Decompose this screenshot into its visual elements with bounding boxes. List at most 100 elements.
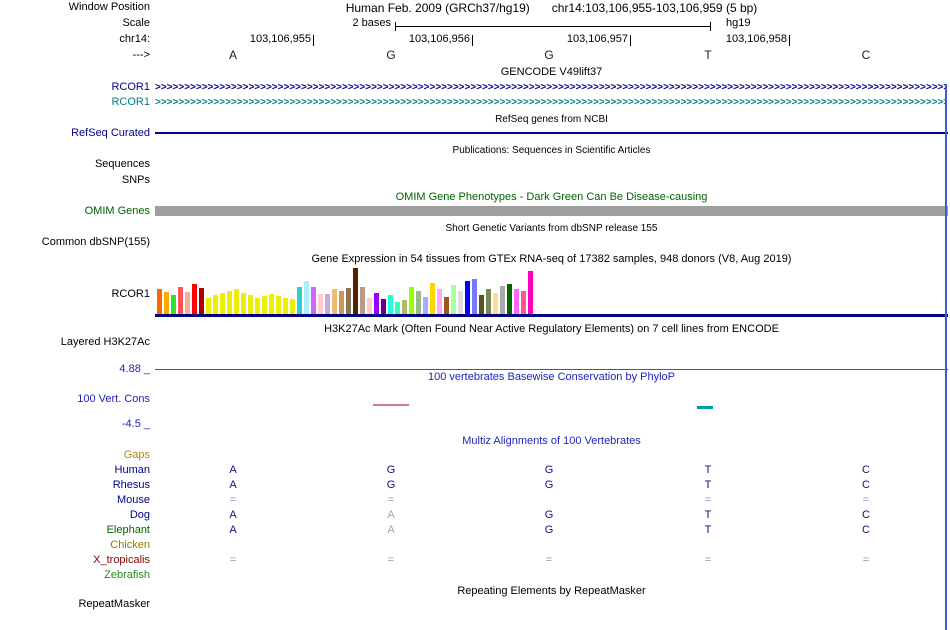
gtex-expression-bar[interactable] bbox=[402, 300, 407, 315]
genome-label: hg19 bbox=[726, 17, 751, 29]
gtex-expression-bar[interactable] bbox=[437, 289, 442, 315]
gtex-expression-bar[interactable] bbox=[192, 284, 197, 315]
gtex-expression-bar[interactable] bbox=[339, 291, 344, 315]
gtex-expression-bar[interactable] bbox=[164, 292, 169, 315]
gtex-expression-bar[interactable] bbox=[423, 297, 428, 315]
alignment-base: A bbox=[229, 509, 237, 521]
track-title-dbsnp: Short Genetic Variants from dbSNP releas… bbox=[445, 223, 658, 234]
gtex-expression-bar[interactable] bbox=[346, 288, 351, 315]
gene-model-rcor1-2[interactable]: >>>>>>>>>>>>>>>>>>>>>>>>>>>>>>>>>>>>>>>>… bbox=[155, 97, 947, 108]
gtex-expression-bar[interactable] bbox=[206, 298, 211, 315]
sidebar-item-species-x_tropicalis[interactable]: X_tropicalis bbox=[93, 554, 150, 566]
track-title-multiz: Multiz Alignments of 100 Vertebrates bbox=[462, 435, 641, 447]
gtex-expression-bar[interactable] bbox=[444, 297, 449, 315]
gtex-expression-bar[interactable] bbox=[528, 271, 533, 315]
alignment-base: = bbox=[862, 554, 870, 566]
refseq-gene-line[interactable] bbox=[155, 132, 948, 134]
gtex-expression-bar[interactable] bbox=[416, 291, 421, 315]
sidebar-layered-h3k27ac[interactable]: Layered H3K27Ac bbox=[60, 336, 150, 348]
gtex-expression-bar[interactable] bbox=[472, 279, 477, 315]
gtex-expression-bar[interactable] bbox=[493, 293, 498, 315]
gtex-expression-bar[interactable] bbox=[458, 291, 463, 315]
alignment-base: C bbox=[862, 464, 870, 476]
sidebar-item-species-mouse[interactable]: Mouse bbox=[116, 494, 150, 506]
gtex-expression-bar[interactable] bbox=[521, 291, 526, 315]
gtex-expression-bar[interactable] bbox=[276, 296, 281, 315]
gtex-expression-bar[interactable] bbox=[430, 283, 435, 315]
gtex-expression-bar[interactable] bbox=[388, 295, 393, 315]
gtex-expression-bar[interactable] bbox=[409, 287, 414, 315]
gtex-expression-bar[interactable] bbox=[248, 295, 253, 315]
track-title-publications: Publications: Sequences in Scientific Ar… bbox=[452, 145, 651, 156]
gtex-expression-bar[interactable] bbox=[234, 289, 239, 315]
gtex-expression-bar[interactable] bbox=[262, 296, 267, 315]
gtex-expression-bar[interactable] bbox=[241, 293, 246, 315]
omim-gene-bar[interactable] bbox=[155, 206, 948, 216]
sidebar-100vert-cons[interactable]: 100 Vert. Cons bbox=[77, 393, 150, 405]
alignment-base: = bbox=[704, 554, 712, 566]
gtex-expression-bar[interactable] bbox=[367, 298, 372, 315]
gtex-expression-bar[interactable] bbox=[283, 298, 288, 315]
gtex-expression-bar[interactable] bbox=[290, 299, 295, 315]
gtex-expression-bar[interactable] bbox=[185, 292, 190, 315]
sidebar-strand-arrow: ---> bbox=[132, 49, 150, 61]
gtex-expression-bar[interactable] bbox=[381, 299, 386, 315]
scale-bar-left-tick bbox=[395, 22, 396, 31]
scale-bar-right-tick bbox=[710, 22, 711, 31]
gtex-expression-chart[interactable] bbox=[157, 268, 537, 315]
sidebar-item-species-gaps[interactable]: Gaps bbox=[123, 449, 150, 461]
alignment-base: T bbox=[704, 479, 712, 491]
gtex-expression-bar[interactable] bbox=[227, 291, 232, 315]
gtex-expression-bar[interactable] bbox=[486, 289, 491, 315]
ruler-tick bbox=[313, 35, 314, 46]
gtex-expression-bar[interactable] bbox=[157, 289, 162, 315]
sidebar-common-dbsnp[interactable]: Common dbSNP(155) bbox=[41, 236, 150, 248]
sidebar-item-species-elephant[interactable]: Elephant bbox=[106, 524, 150, 536]
gtex-expression-bar[interactable] bbox=[353, 268, 358, 315]
sidebar-snps[interactable]: SNPs bbox=[121, 174, 150, 186]
gtex-expression-bar[interactable] bbox=[500, 286, 505, 315]
gtex-expression-bar[interactable] bbox=[171, 295, 176, 315]
gtex-expression-bar[interactable] bbox=[178, 287, 183, 315]
gtex-expression-bar[interactable] bbox=[199, 288, 204, 315]
alignment-base: T bbox=[704, 524, 712, 536]
cons-scale-max: 4.88 _ bbox=[119, 363, 150, 375]
gtex-expression-bar[interactable] bbox=[325, 294, 330, 315]
sidebar-omim-genes[interactable]: OMIM Genes bbox=[84, 205, 150, 217]
sidebar-item-species-rhesus[interactable]: Rhesus bbox=[112, 479, 150, 491]
gtex-expression-bar[interactable] bbox=[451, 285, 456, 315]
gtex-expression-bar[interactable] bbox=[332, 289, 337, 315]
gtex-expression-bar[interactable] bbox=[395, 302, 400, 315]
gtex-expression-bar[interactable] bbox=[220, 293, 225, 315]
sidebar-refseq-curated[interactable]: RefSeq Curated bbox=[71, 127, 150, 139]
gtex-expression-bar[interactable] bbox=[297, 287, 302, 315]
gene-model-rcor1-1[interactable]: >>>>>>>>>>>>>>>>>>>>>>>>>>>>>>>>>>>>>>>>… bbox=[155, 82, 947, 93]
sidebar-item-species-dog[interactable]: Dog bbox=[129, 509, 150, 521]
sidebar-repeatmasker[interactable]: RepeatMasker bbox=[78, 598, 150, 610]
gtex-expression-bar[interactable] bbox=[465, 281, 470, 315]
gtex-expression-bar[interactable] bbox=[311, 287, 316, 315]
sidebar-sequences[interactable]: Sequences bbox=[94, 158, 150, 170]
gtex-expression-bar[interactable] bbox=[213, 295, 218, 315]
gtex-expression-bar[interactable] bbox=[304, 281, 309, 315]
phylop-conservation-mark bbox=[373, 404, 409, 406]
gtex-expression-bar[interactable] bbox=[507, 284, 512, 315]
sidebar-item-species-human[interactable]: Human bbox=[114, 464, 150, 476]
sidebar-item-species-chicken[interactable]: Chicken bbox=[110, 539, 150, 551]
sidebar-item-species-zebrafish[interactable]: Zebrafish bbox=[104, 569, 150, 581]
alignment-base: = bbox=[387, 554, 395, 566]
gtex-expression-bar[interactable] bbox=[514, 289, 519, 315]
gtex-expression-bar[interactable] bbox=[255, 298, 260, 315]
alignment-base: = bbox=[862, 494, 870, 506]
track-title-h3k27ac: H3K27Ac Mark (Often Found Near Active Re… bbox=[324, 323, 779, 335]
alignment-base: C bbox=[862, 479, 870, 491]
sidebar-gene-rcor1-2[interactable]: RCOR1 bbox=[111, 96, 150, 108]
reference-base: G bbox=[544, 48, 554, 62]
gtex-expression-bar[interactable] bbox=[479, 295, 484, 315]
gtex-expression-bar[interactable] bbox=[374, 293, 379, 315]
gtex-expression-bar[interactable] bbox=[318, 294, 323, 315]
sidebar-gtex-gene[interactable]: RCOR1 bbox=[111, 288, 150, 300]
gtex-expression-bar[interactable] bbox=[269, 294, 274, 315]
gtex-expression-bar[interactable] bbox=[360, 287, 365, 315]
sidebar-gene-rcor1-1[interactable]: RCOR1 bbox=[111, 81, 150, 93]
